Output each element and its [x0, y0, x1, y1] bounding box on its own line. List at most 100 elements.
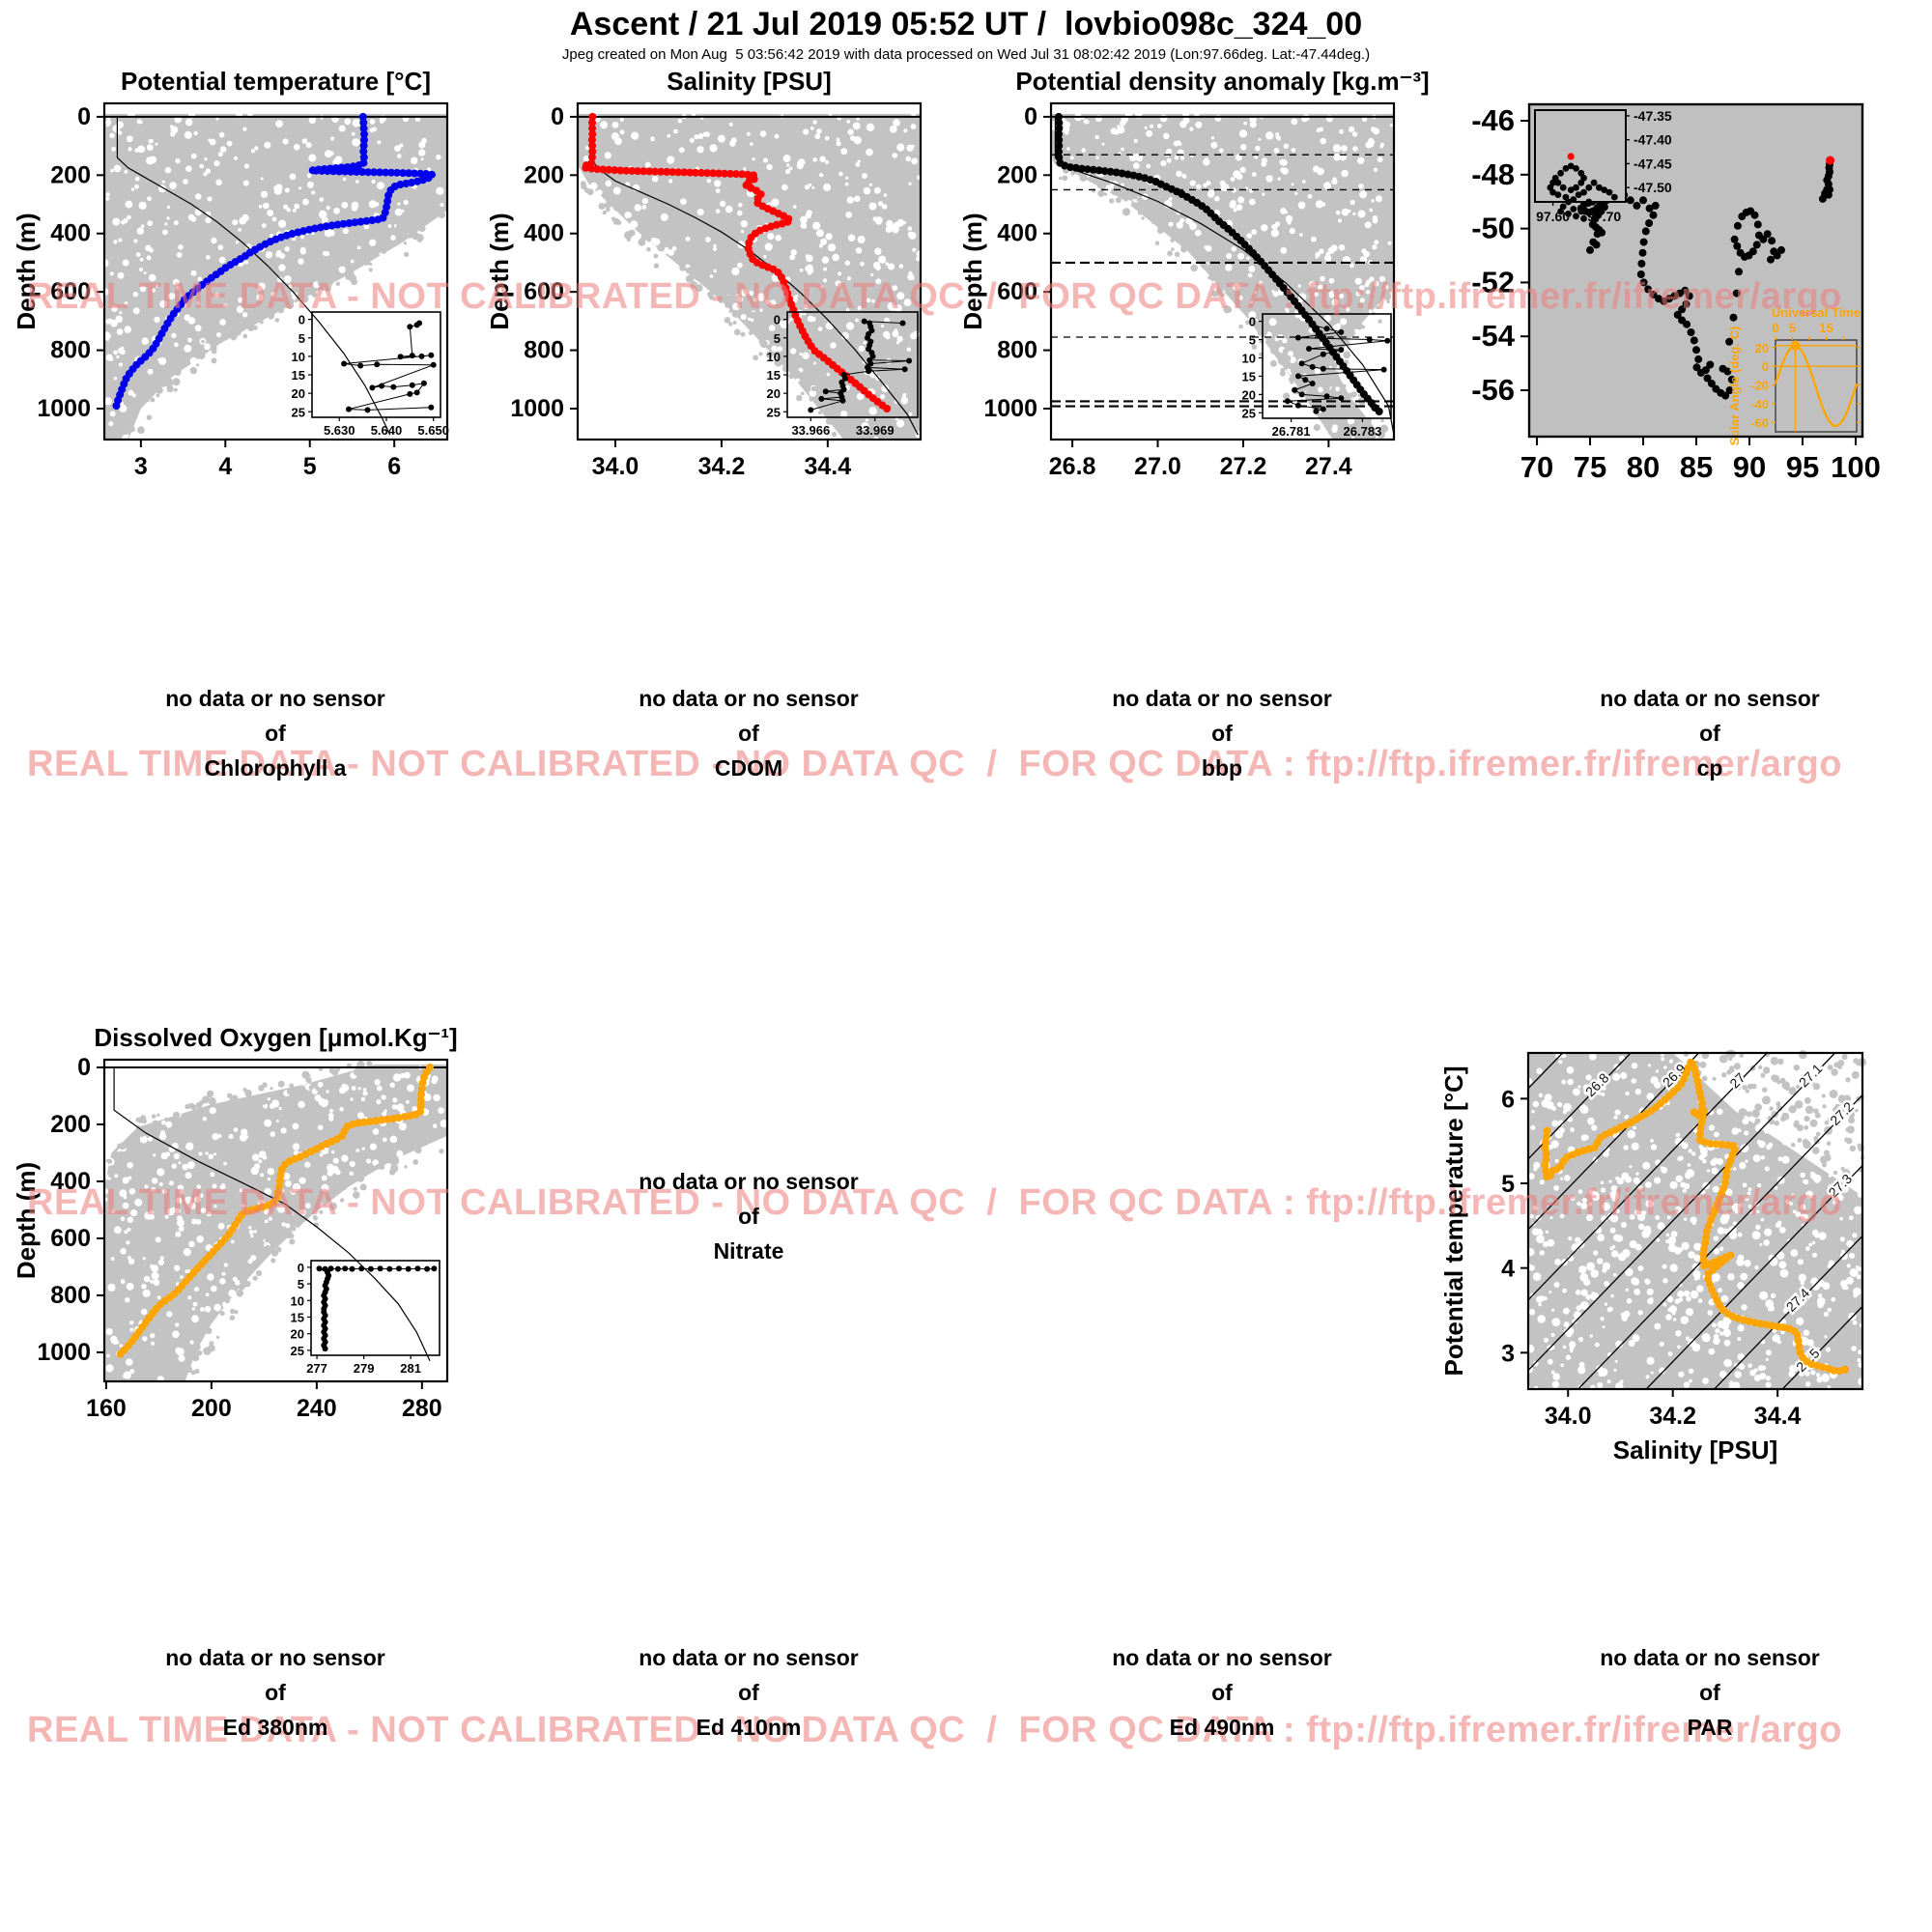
solar-y-tick: -20: [1750, 379, 1769, 393]
depth-tick-label: 200: [50, 161, 91, 188]
inset-y-tick-label: 0: [1249, 315, 1256, 329]
no-data-block: no data or no sensor of cp: [1600, 681, 1819, 785]
no-data-block: no data or no sensor of CDOM: [639, 681, 858, 785]
solar-y-tick: -40: [1750, 397, 1769, 412]
no-data-block: no data or no sensor of Ed 410nm: [639, 1640, 858, 1745]
no-data-line1: no data or no sensor: [639, 1645, 859, 1670]
inset-y-tick-label: 25: [767, 405, 781, 419]
inset-x-tick-label: 5.650: [417, 423, 449, 438]
inset-y-tick-label: 0: [298, 1261, 304, 1275]
figure-title: Ascent / 21 Jul 2019 05:52 UT / lovbio09…: [569, 6, 1363, 43]
inset-y-tick-label: 25: [292, 405, 305, 419]
panel-oxy: 277 279 281 0 510 15 20 25 160 200 240 280 0 200 400 60…: [12, 1023, 458, 1422]
y-axis-title: Depth (m): [12, 1162, 41, 1279]
no-data-param: cp: [1696, 755, 1723, 781]
x-tick-label: 240: [297, 1395, 337, 1422]
depth-tick-label: 400: [50, 220, 91, 247]
inset-lat-label: -47.45: [1634, 156, 1672, 171]
depth-tick-label: 200: [524, 161, 564, 188]
ts-y-tick: 5: [1501, 1171, 1515, 1198]
x-tick-label: 6: [387, 453, 401, 480]
ts-series: [1541, 1058, 1850, 1376]
inset-lat-label: -47.50: [1634, 180, 1672, 195]
inset-lat-label: -47.40: [1634, 132, 1672, 148]
no-data-block: no data or no sensor of Nitrate: [639, 1164, 858, 1268]
no-data-line1: no data or no sensor: [1112, 1645, 1332, 1670]
map-lon-tick: 80: [1627, 450, 1660, 484]
depth-tick-label: 800: [50, 337, 91, 364]
no-data-param: Ed 410nm: [696, 1715, 802, 1740]
inset-y-tick-label: 0: [298, 313, 305, 327]
no-data-block: no data or no sensor of Ed 380nm: [165, 1640, 384, 1745]
no-data-block: no data or no sensor of Chlorophyll a: [165, 681, 384, 785]
inset-y-tick-label: 25: [291, 1344, 304, 1358]
depth-tick-label: 200: [997, 161, 1037, 188]
depth-tick-label: 1000: [510, 395, 564, 422]
x-tick-label: 3: [134, 453, 148, 480]
ts-x-tick: 34.0: [1545, 1403, 1592, 1430]
solar-y-tick: -60: [1750, 415, 1769, 430]
map-lat-tick: -56: [1471, 373, 1515, 407]
solar-y-tick: 0: [1762, 359, 1769, 374]
inset-y-tick-label: 20: [291, 1327, 304, 1342]
inset-position-dot: [1567, 153, 1575, 160]
map-lat-tick: -50: [1471, 212, 1515, 245]
x-tick-label: 280: [402, 1395, 442, 1422]
inset-x-tick-label: 277: [306, 1361, 327, 1376]
map-lon-tick: 70: [1520, 450, 1553, 484]
current-position-dot: [1826, 156, 1835, 165]
x-tick-label: 27.2: [1220, 453, 1267, 480]
ts-y-tick: 3: [1501, 1340, 1515, 1367]
inset-y-tick-label: 0: [774, 313, 781, 327]
map-lon-tick: 85: [1680, 450, 1713, 484]
panel-theta: 5.630 5.640 5.650 0 5 10 15 20 25 3 4 5 6 0 200 400 600 8…: [12, 67, 449, 480]
depth-tick-label: 600: [524, 278, 564, 305]
inset-y-tick-label: 20: [767, 386, 781, 401]
no-data-param: Ed 380nm: [222, 1715, 328, 1740]
ts-y-axis-title: Potential temperature [°C]: [1439, 1065, 1468, 1376]
no-data-param: Chlorophyll a: [204, 755, 347, 781]
inset-x-tick-label: 5.640: [371, 423, 403, 438]
zoom-inset: 26.781 26.783 0 5 10 15 20 25: [1242, 313, 1392, 439]
x-tick-label: 34.2: [698, 453, 746, 480]
x-tick-label: 26.8: [1049, 453, 1096, 480]
no-data-line1: no data or no sensor: [1600, 686, 1820, 711]
inset-y-tick-label: 25: [1242, 406, 1256, 420]
solar-x-tick: 5: [1789, 321, 1796, 335]
inset-lat-label: -47.35: [1634, 108, 1672, 124]
map-lon-tick: 75: [1574, 450, 1606, 484]
inset-x-tick-label: 279: [354, 1361, 375, 1376]
no-data-block: no data or no sensor of Ed 490nm: [1112, 1640, 1331, 1745]
no-data-block: no data or no sensor of PAR: [1600, 1640, 1819, 1745]
inset-lon-label: 97.60: [1536, 209, 1570, 224]
solar-x-tick: 0: [1772, 321, 1778, 335]
inset-lon-label: 97.70: [1587, 209, 1621, 224]
inset-y-tick-label: 15: [767, 368, 781, 383]
inset-x-tick-label: 33.969: [856, 423, 895, 438]
depth-tick-label: 400: [997, 220, 1037, 247]
inset-y-tick-label: 5: [1249, 333, 1256, 348]
inset-x-tick-label: 26.783: [1344, 424, 1382, 439]
depth-tick-label: 800: [997, 337, 1037, 364]
depth-tick-label: 0: [77, 1054, 91, 1081]
inset-y-tick-label: 15: [292, 368, 305, 383]
x-tick-label: 34.0: [592, 453, 639, 480]
depth-tick-label: 0: [77, 103, 91, 130]
panel-title: Potential density anomaly [kg.m⁻³]: [1015, 67, 1429, 96]
no-data-param: Ed 490nm: [1169, 1715, 1275, 1740]
solar-y-tick: 20: [1755, 341, 1769, 355]
y-axis-title: Depth (m): [958, 213, 987, 329]
panel-title: Salinity [PSU]: [667, 67, 831, 96]
depth-tick-label: 600: [50, 1225, 91, 1252]
reference-line: [113, 1067, 431, 1362]
no-data-line1: no data or no sensor: [1600, 1645, 1820, 1670]
solar-y-axis-title: Solar Angle (deg. C): [1727, 327, 1742, 446]
depth-tick-label: 0: [1024, 103, 1037, 130]
no-data-line2: of: [738, 1204, 759, 1229]
no-data-line1: no data or no sensor: [165, 1645, 385, 1670]
figure-subtitle: Jpeg created on Mon Aug 5 03:56:42 2019 …: [561, 46, 1371, 63]
no-data-param: Nitrate: [713, 1238, 784, 1264]
inset-y-tick-label: 10: [291, 1293, 304, 1308]
solar-x-tick: 15: [1819, 321, 1833, 335]
no-data-line2: of: [1699, 721, 1720, 746]
